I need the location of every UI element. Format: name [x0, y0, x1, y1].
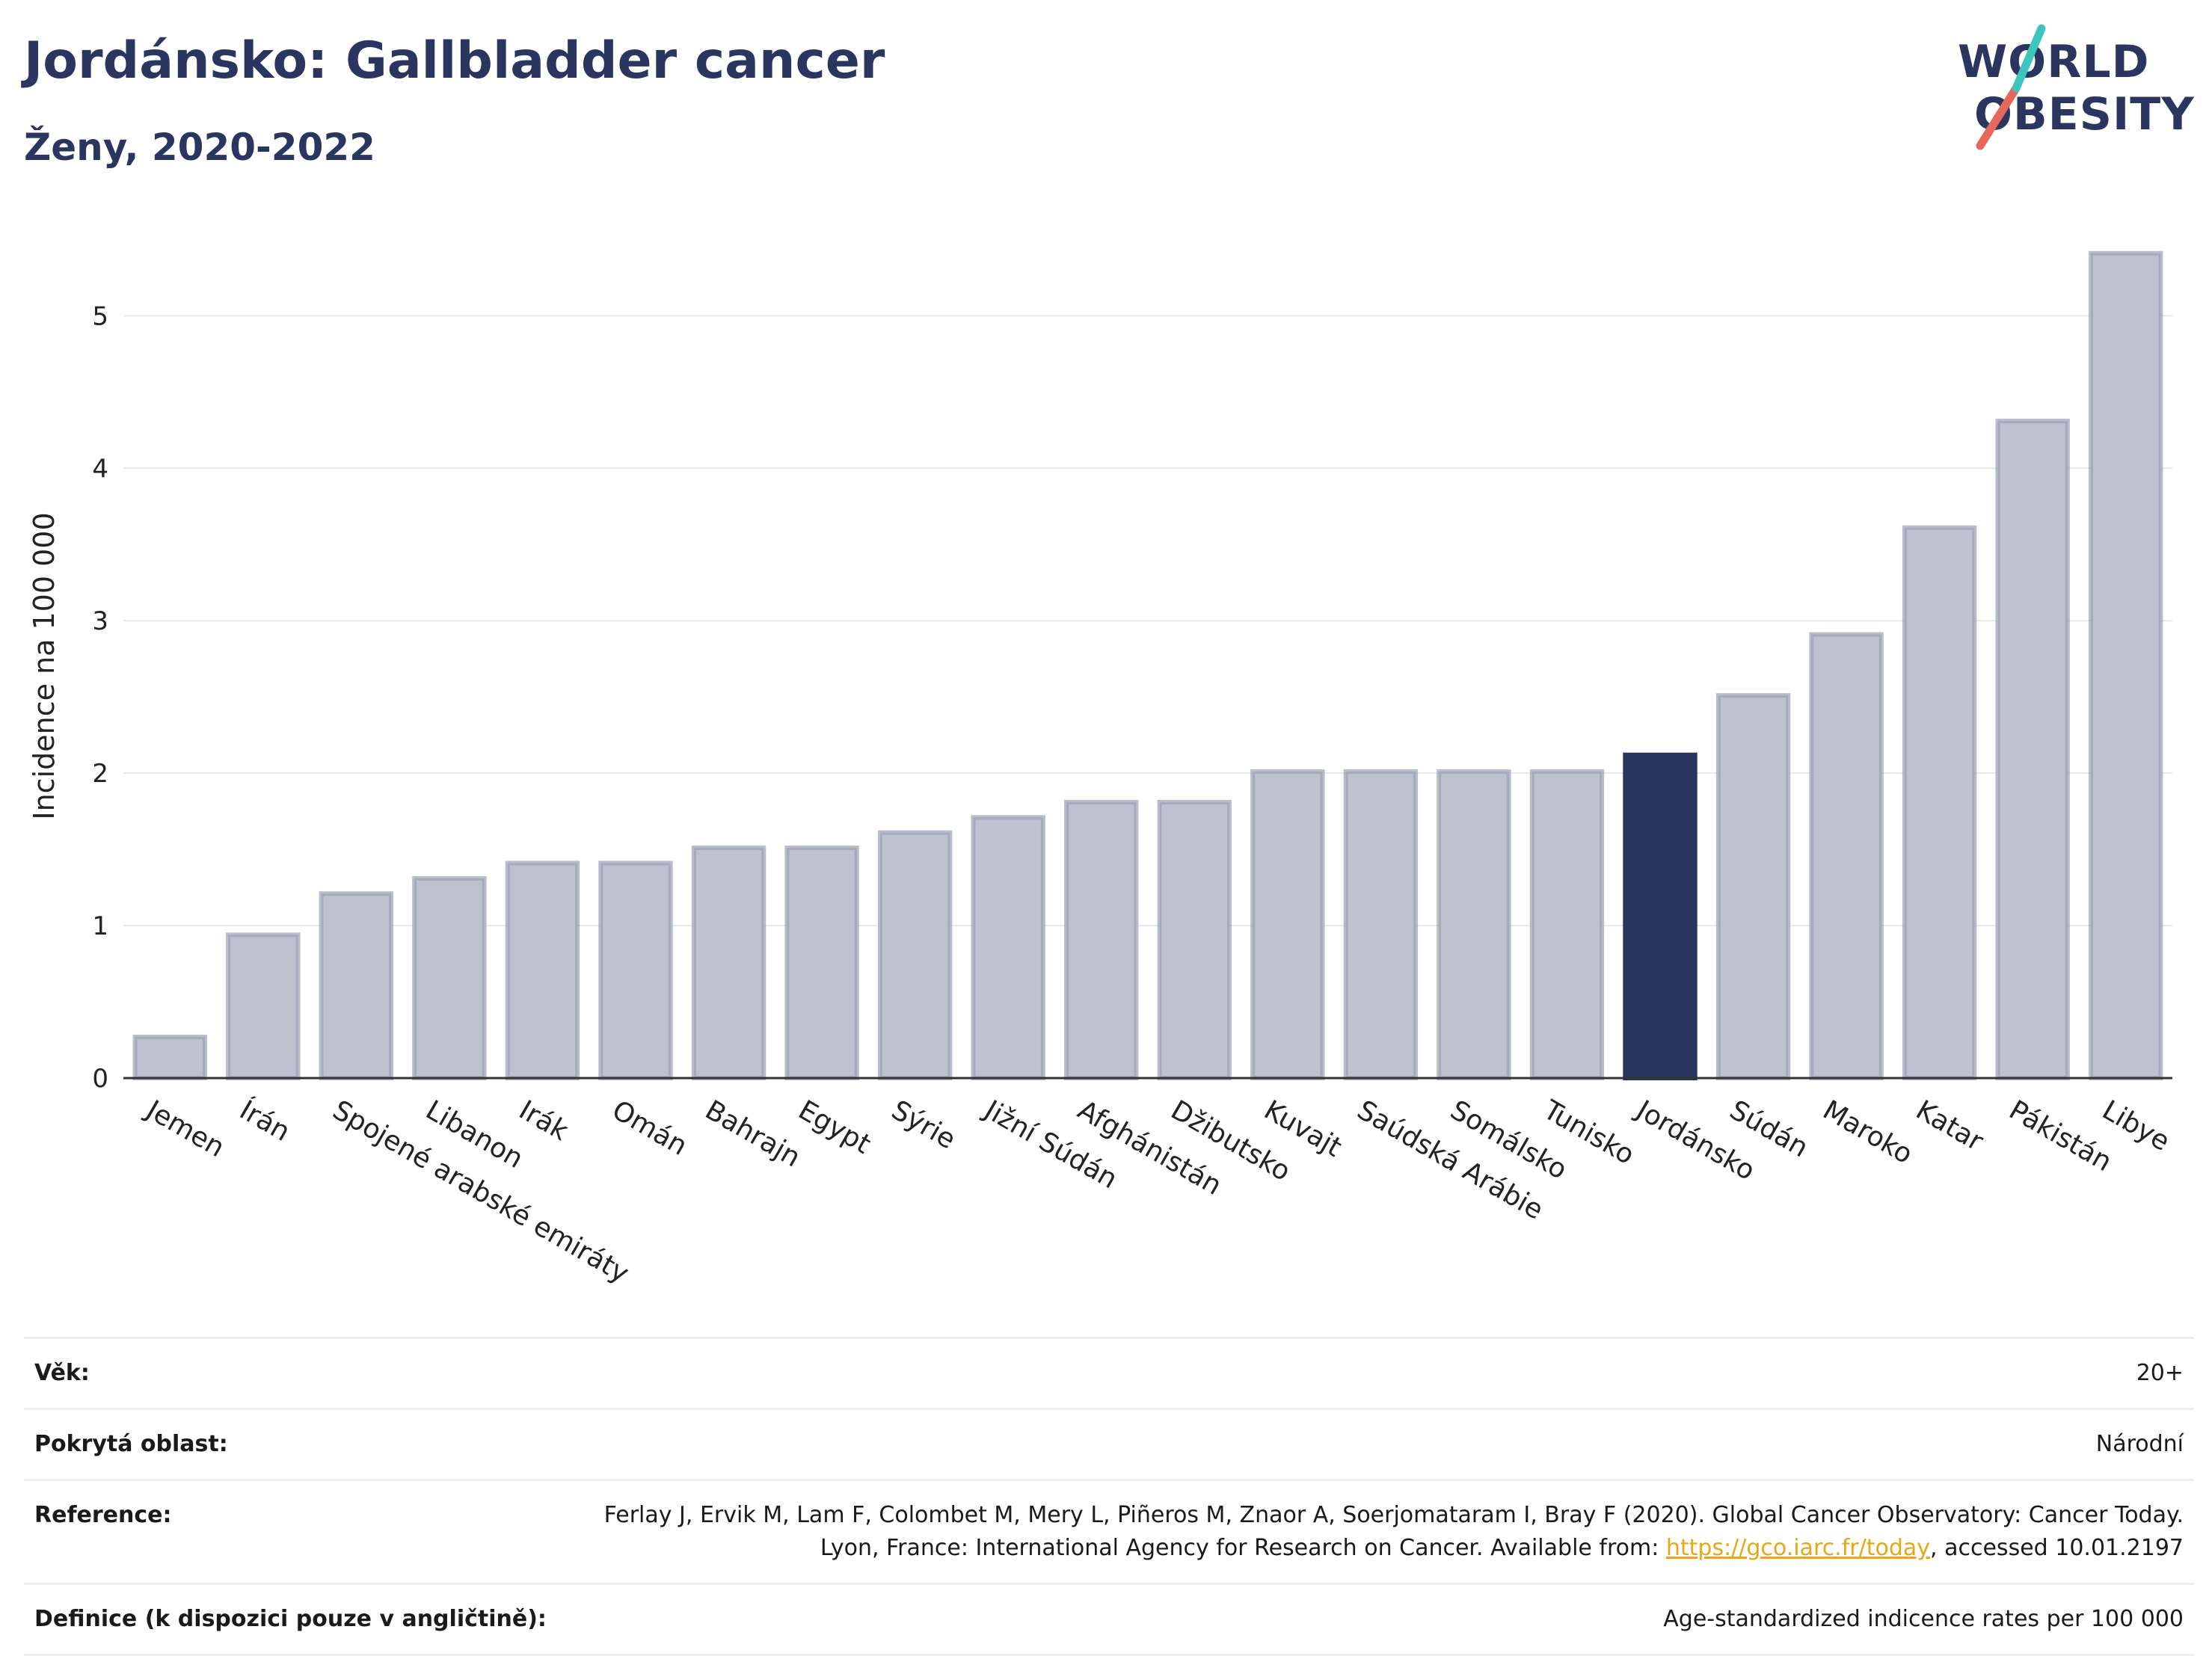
x-tick-label: Sýrie [886, 1095, 960, 1155]
bar-Kuvajt [1250, 769, 1325, 1080]
bar-Sýrie [877, 830, 953, 1080]
reference-link[interactable]: https://gco.iarc.fr/today [1665, 1535, 1931, 1561]
logo-slash-icon [1976, 24, 2046, 150]
bar-Katar [1902, 525, 1977, 1080]
bar-Jižní Súdán [971, 815, 1045, 1081]
y-tick-label: 3 [92, 606, 108, 636]
y-axis-title: Incidence na 100 000 [28, 512, 61, 819]
bar-Bahrajn [691, 846, 766, 1080]
info-row-definition: Definice (k dispozici pouze v angličtině… [24, 1583, 2194, 1656]
bar-Libanon [412, 875, 487, 1080]
y-tick-label: 4 [92, 454, 108, 484]
y-tick-label: 1 [92, 911, 108, 941]
bar-Jordánsko [1623, 752, 1698, 1081]
x-tick-label: Jemen [140, 1094, 230, 1163]
definition-label: Definice (k dispozici pouze v angličtině… [34, 1606, 547, 1632]
y-tick-label: 2 [92, 759, 108, 789]
age-label: Věk: [34, 1360, 90, 1386]
bar-Írán [226, 932, 301, 1080]
bar-Saúdská Arábie [1343, 769, 1419, 1080]
bar-Tunisko [1529, 769, 1605, 1080]
reference-value: Ferlay J, Ervik M, Lam F, Colombet M, Me… [598, 1499, 2184, 1565]
info-table: Věk: 20+ Pokrytá oblast: Národní Referen… [24, 1337, 2194, 1656]
y-tick-label: 0 [92, 1064, 108, 1094]
definition-value: Age-standardized indicence rates per 100… [1663, 1606, 2184, 1632]
bar-Súdán [1715, 693, 1791, 1080]
coverage-value: Národní [2095, 1431, 2184, 1457]
x-tick-label: Írán [234, 1094, 295, 1148]
x-tick-label: Bahrajn [700, 1095, 805, 1173]
bar-Somálsko [1437, 769, 1511, 1080]
bar-Džibutsko [1157, 799, 1232, 1080]
chart-title: Jordánsko: Gallbladder cancer [24, 31, 885, 90]
age-value: 20+ [2136, 1360, 2184, 1386]
bar-Omán [598, 861, 673, 1080]
x-tick-label: Pákistán [2004, 1095, 2117, 1178]
reference-text-start: Ferlay J, Ervik M, Lam F, Colombet M, Me… [603, 1502, 2184, 1561]
x-tick-label: Egypt [793, 1095, 876, 1160]
x-tick-label: Katar [1911, 1095, 1988, 1157]
bar-Spojené arabské emiráty [319, 891, 394, 1080]
reference-label: Reference: [34, 1502, 172, 1528]
y-tick-label: 5 [92, 301, 108, 331]
bars [132, 250, 2163, 1081]
bar-Pákistán [1995, 419, 2070, 1080]
chart-subtitle: Ženy, 2020-2022 [24, 126, 375, 169]
x-tick-label: Maroko [1818, 1095, 1918, 1170]
bar-Jemen [132, 1034, 207, 1081]
info-row-reference: Reference: Ferlay J, Ervik M, Lam F, Col… [24, 1479, 2194, 1583]
reference-text-end: , accessed 10.01.2197 [1930, 1535, 2184, 1561]
bar-Afghánistán [1064, 799, 1139, 1080]
coverage-label: Pokrytá oblast: [34, 1431, 228, 1457]
info-row-age: Věk: 20+ [24, 1337, 2194, 1408]
info-row-coverage: Pokrytá oblast: Národní [24, 1408, 2194, 1479]
logo-word-world: WORLD [1958, 36, 2150, 88]
x-tick-label: Omán [607, 1095, 692, 1162]
bar-Libye [2089, 250, 2163, 1080]
bar-Egypt [784, 846, 859, 1080]
x-tick-label: Irák [514, 1095, 574, 1147]
world-obesity-logo: WORLD OBESITY [1944, 22, 2199, 157]
bar-Irák [505, 861, 580, 1080]
bar-Maroko [1809, 632, 1884, 1080]
